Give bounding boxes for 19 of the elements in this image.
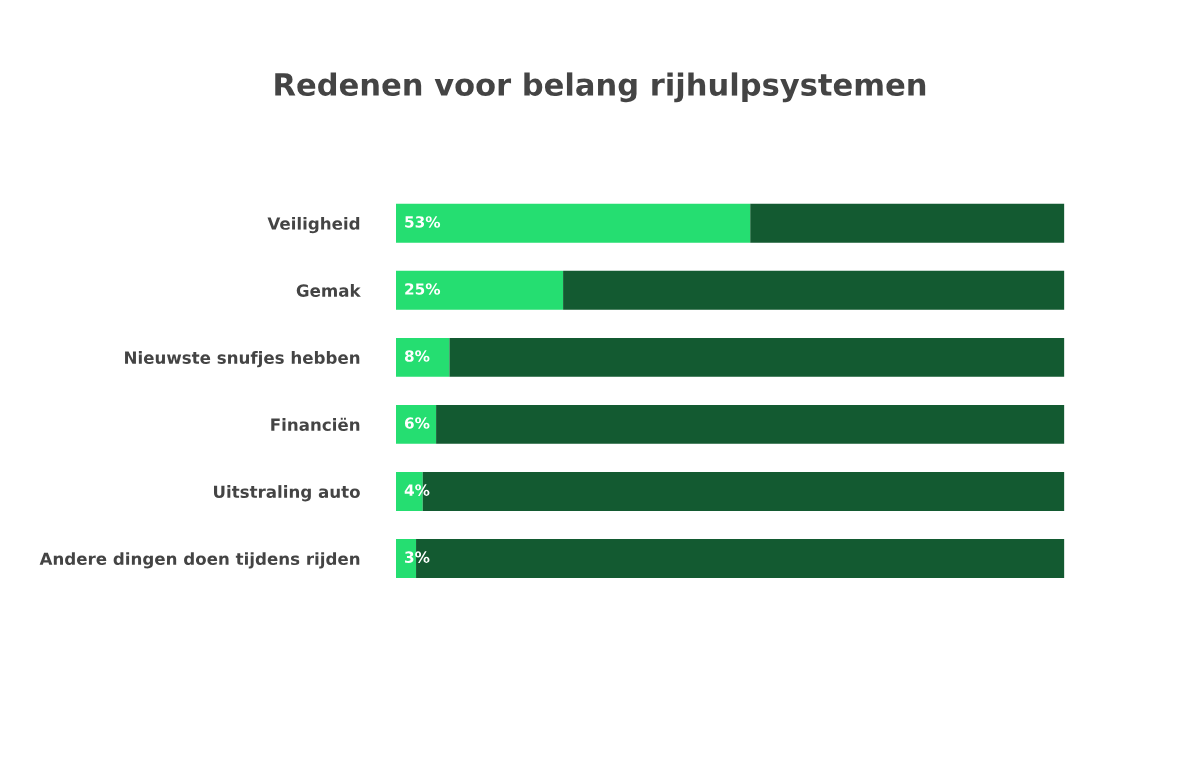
y-tick-label: Financiën <box>271 417 360 431</box>
bar <box>396 270 564 310</box>
data-label: 25% <box>405 283 441 295</box>
data-label: 6% <box>404 417 430 429</box>
y-tick-label: Gemak <box>296 283 361 297</box>
bar <box>436 404 1065 444</box>
y-tick-label: Nieuwste snufjes hebben <box>125 351 360 368</box>
bar <box>750 203 1065 243</box>
y-tick-label: Andere dingen doen tijdens rijden <box>39 552 360 569</box>
chart-title: Redenen voor belang rijhulpsystemen <box>275 72 926 103</box>
y-tick-label: Uitstraling auto <box>214 485 360 502</box>
data-label: 53% <box>405 216 441 228</box>
bar <box>449 337 1065 377</box>
bar <box>563 270 1065 310</box>
bar <box>396 404 437 444</box>
bar <box>396 337 450 377</box>
y-tick-label: Veiligheid <box>267 216 360 234</box>
bar <box>396 203 751 243</box>
data-label: 8% <box>404 350 430 362</box>
